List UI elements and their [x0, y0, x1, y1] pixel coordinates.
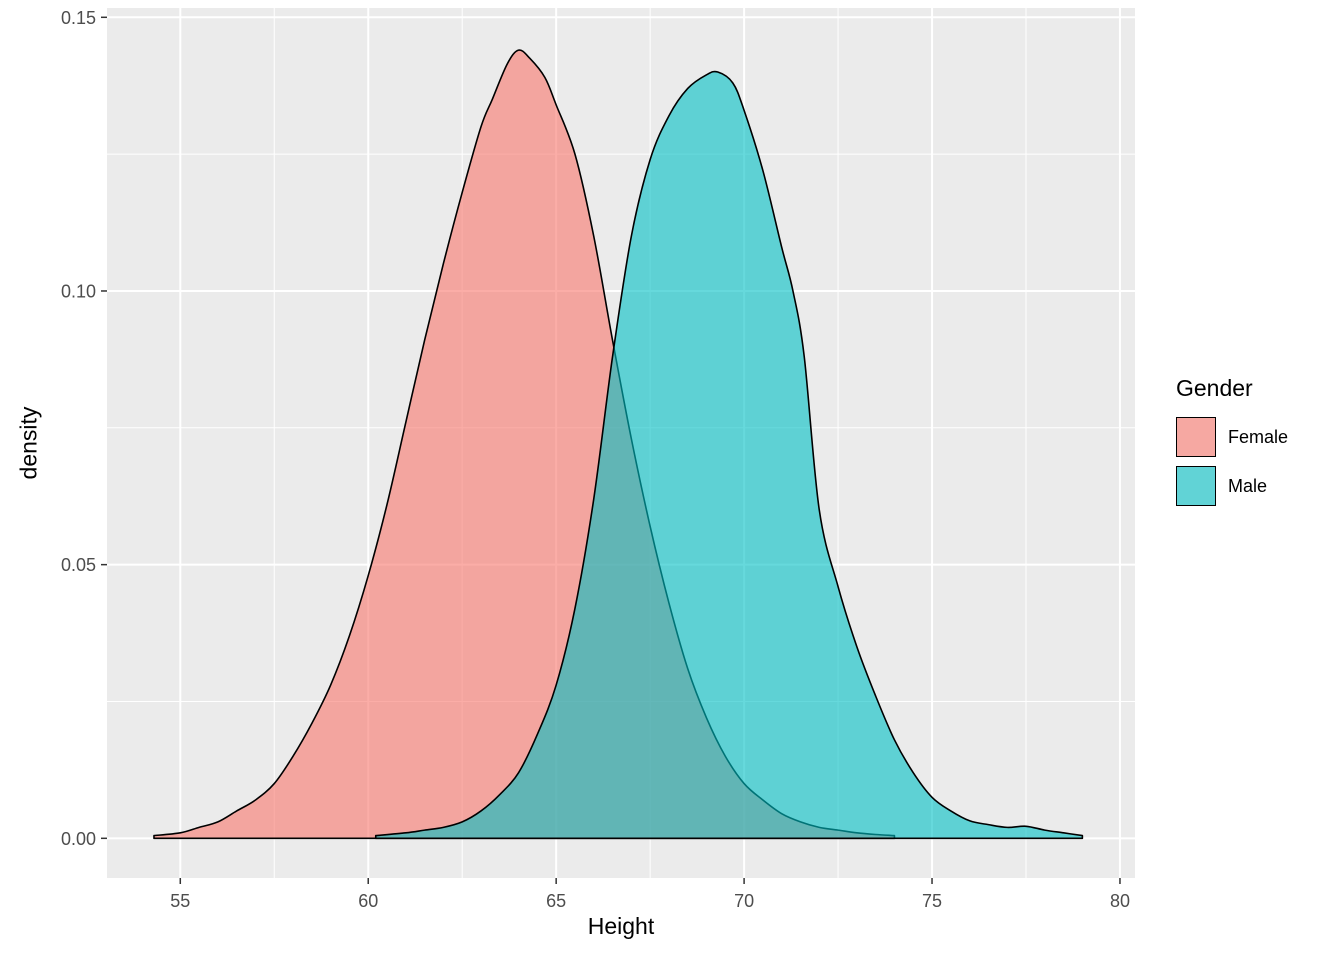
x-tick-label: 60 [358, 891, 378, 911]
x-tick-label: 65 [546, 891, 566, 911]
x-tick-label: 70 [734, 891, 754, 911]
legend-label-male: Male [1228, 475, 1268, 496]
legend-label-female: Female [1228, 426, 1289, 447]
legend: Gender Female Male [1176, 375, 1288, 515]
x-tick-label: 55 [170, 891, 190, 911]
legend-key-male-swatch [1176, 466, 1216, 506]
x-axis-title: Height [587, 913, 655, 939]
x-tick-label: 75 [922, 891, 942, 911]
y-tick-label: 0.10 [61, 281, 96, 301]
y-axis-title: density [15, 406, 42, 480]
legend-item-female: Female [1176, 417, 1288, 457]
y-tick-label: 0.00 [61, 829, 96, 849]
x-tick-label: 80 [1110, 891, 1130, 911]
legend-key-female-swatch [1176, 417, 1216, 457]
legend-title: Gender [1176, 375, 1253, 401]
y-tick-label: 0.05 [61, 555, 96, 575]
density-area-male [374, 70, 1084, 840]
y-tick-label: 0.15 [61, 8, 96, 28]
legend-item-male: Male [1176, 466, 1288, 506]
